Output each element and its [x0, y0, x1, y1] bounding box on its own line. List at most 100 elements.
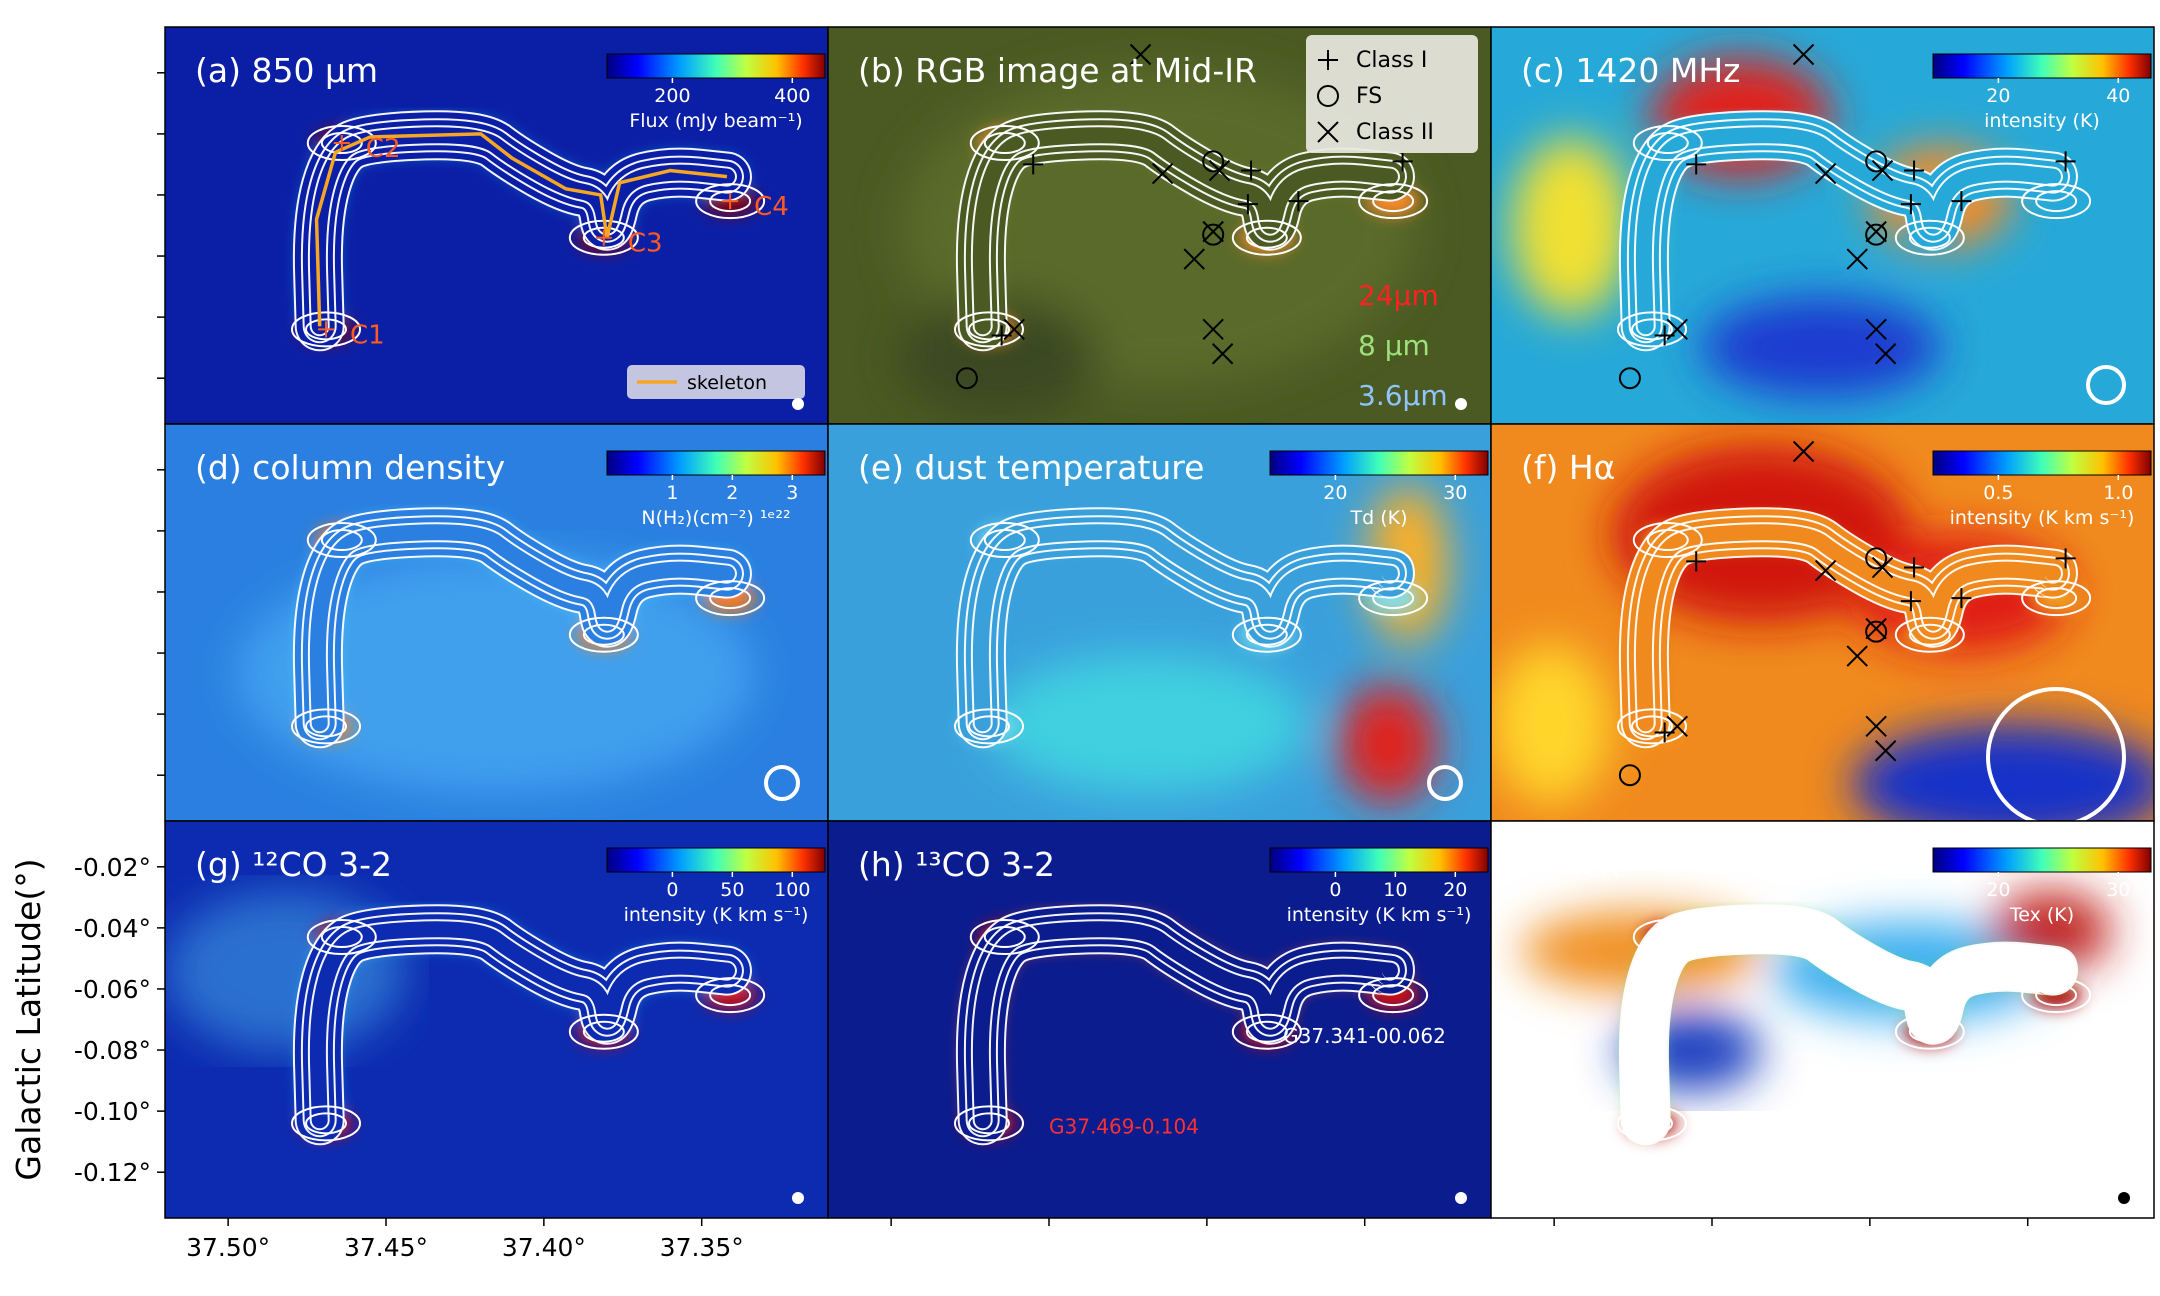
- core-contour: [2021, 977, 2092, 1014]
- colorbar-label: intensity (K): [1984, 110, 2100, 132]
- class1-marker: [1241, 160, 1262, 181]
- core-contour: [1372, 984, 1415, 1007]
- core-contour: [582, 623, 625, 646]
- core-contour: [1894, 219, 1965, 256]
- colorbar-tick-label: 3: [786, 482, 798, 504]
- core-contour: [954, 708, 1025, 745]
- colorbar-label: Td (K): [1350, 507, 1408, 529]
- waveband-label: 8 μm: [1358, 329, 1430, 362]
- core-contour: [582, 1020, 625, 1043]
- core-contour: [1632, 125, 1703, 162]
- source-label-left: G37.469-0.104: [1049, 1114, 1199, 1138]
- contour-group: [291, 507, 766, 749]
- beam-marker: [1455, 1192, 1467, 1204]
- contour-group: [1617, 110, 2092, 352]
- fs-marker: [1865, 547, 1888, 570]
- colorbar: [606, 847, 826, 873]
- core-contour: [1358, 580, 1429, 617]
- colorbar-tick-label: 20: [1986, 85, 2010, 107]
- colorbar-tick-label: 400: [774, 85, 810, 107]
- contour-inner-2: [972, 127, 1398, 335]
- class2-marker: [1874, 343, 1897, 365]
- class2-legend-label: Class II: [1356, 120, 1434, 145]
- beam-marker: [1455, 398, 1467, 410]
- clump-label-C3: C3: [628, 229, 663, 259]
- core-contour: [1646, 132, 1689, 155]
- core-contour: [954, 311, 1025, 348]
- core-contour: [1632, 919, 1703, 956]
- skeleton-line: [314, 132, 728, 327]
- panel-title-h: (h) ¹³CO 3-2: [858, 845, 1055, 884]
- core-contour: [969, 522, 1040, 559]
- panel-title-e: (e) dust temperature: [858, 448, 1204, 487]
- core-contour: [709, 984, 752, 1007]
- core-contour: [709, 587, 752, 610]
- core-contour: [968, 715, 1011, 738]
- legend-box: [1306, 35, 1478, 153]
- contour-group: [954, 507, 1429, 749]
- core-contour: [983, 132, 1026, 155]
- core-contour: [983, 529, 1026, 552]
- core-contour: [695, 977, 766, 1014]
- core-contour: [1894, 616, 1965, 653]
- core-contour: [695, 580, 766, 617]
- core-contour: [968, 1112, 1011, 1135]
- skeleton-legend-label: skeleton: [687, 372, 767, 394]
- class2-marker: [1129, 43, 1152, 66]
- core-contour: [1908, 1020, 1951, 1043]
- class2-marker: [1666, 318, 1688, 341]
- yso-markers: [1618, 440, 2076, 787]
- core-contour: [1245, 623, 1288, 646]
- x-axis-label: Galactic Longitude(°): [321, 1292, 671, 1296]
- core-contour: [1631, 1112, 1674, 1135]
- core-contour: [1372, 587, 1415, 610]
- class2-marker: [1151, 162, 1174, 185]
- core-contour: [1632, 522, 1703, 559]
- class1-marker: [1951, 191, 1972, 212]
- panel-body: 0.5 1.0 intensity (K km s⁻¹) (f) Hα: [1491, 424, 2154, 821]
- beam-marker: [2086, 365, 2126, 405]
- core-contour: [968, 318, 1011, 341]
- panel-background: [1491, 821, 2154, 1218]
- panel-frame: [1490, 820, 2155, 1219]
- clump-center-marker: [722, 193, 739, 210]
- panel-body: Class I FS Class II 24μm 8 μm 3.6μm (b) RGB im…: [828, 27, 1491, 424]
- class2-marker: [1874, 740, 1897, 762]
- y-tick-label: -0.06°: [74, 975, 151, 1004]
- panel-h: G37.469-0.104 G37.341-00.062 0 10 20 intensit…: [827, 820, 1492, 1219]
- colorbar-tick-label: 30: [1443, 482, 1467, 504]
- core-contour: [1646, 926, 1689, 949]
- colorbar-tick-label: 50: [720, 879, 744, 901]
- class1-marker: [1904, 160, 1925, 181]
- class2-marker: [1208, 159, 1231, 182]
- beam-marker: [2118, 1192, 2130, 1204]
- class2-marker: [1183, 248, 1205, 270]
- colorbar-tick-label: 100: [774, 879, 810, 901]
- colorbar-tick-label: 0.5: [1983, 482, 2013, 504]
- colorbar: [1932, 847, 2152, 873]
- panel-body: G37.469-0.104 G37.341-00.062 0 10 20 intensit…: [828, 821, 1491, 1218]
- class1-marker: [1237, 194, 1258, 215]
- core-contour: [320, 132, 363, 155]
- core-contour: [568, 616, 639, 653]
- contour-inner-2: [1635, 524, 2061, 732]
- class2-marker: [1865, 617, 1887, 640]
- core-contour: [306, 522, 377, 559]
- class1-marker: [1900, 591, 1921, 612]
- beam-marker: [764, 765, 800, 801]
- core-contour: [1908, 226, 1951, 249]
- source-label-right: G37.341-00.062: [1283, 1024, 1446, 1048]
- class1-marker: [1951, 588, 1972, 609]
- core-contour: [695, 183, 766, 220]
- panel-title-a: (a) 850 μm: [195, 51, 378, 90]
- core-contour: [320, 529, 363, 552]
- class2-marker: [1792, 440, 1815, 463]
- fs-legend-icon: [1317, 85, 1339, 107]
- class2-marker: [1202, 220, 1224, 243]
- fs-marker: [955, 367, 978, 390]
- panel-g: 0 50 100 intensity (K km s⁻¹) (g) ¹²CO 3-2: [164, 820, 829, 1219]
- contour-group: [954, 110, 1429, 352]
- core-contour: [1617, 708, 1688, 745]
- core-contour: [1631, 715, 1674, 738]
